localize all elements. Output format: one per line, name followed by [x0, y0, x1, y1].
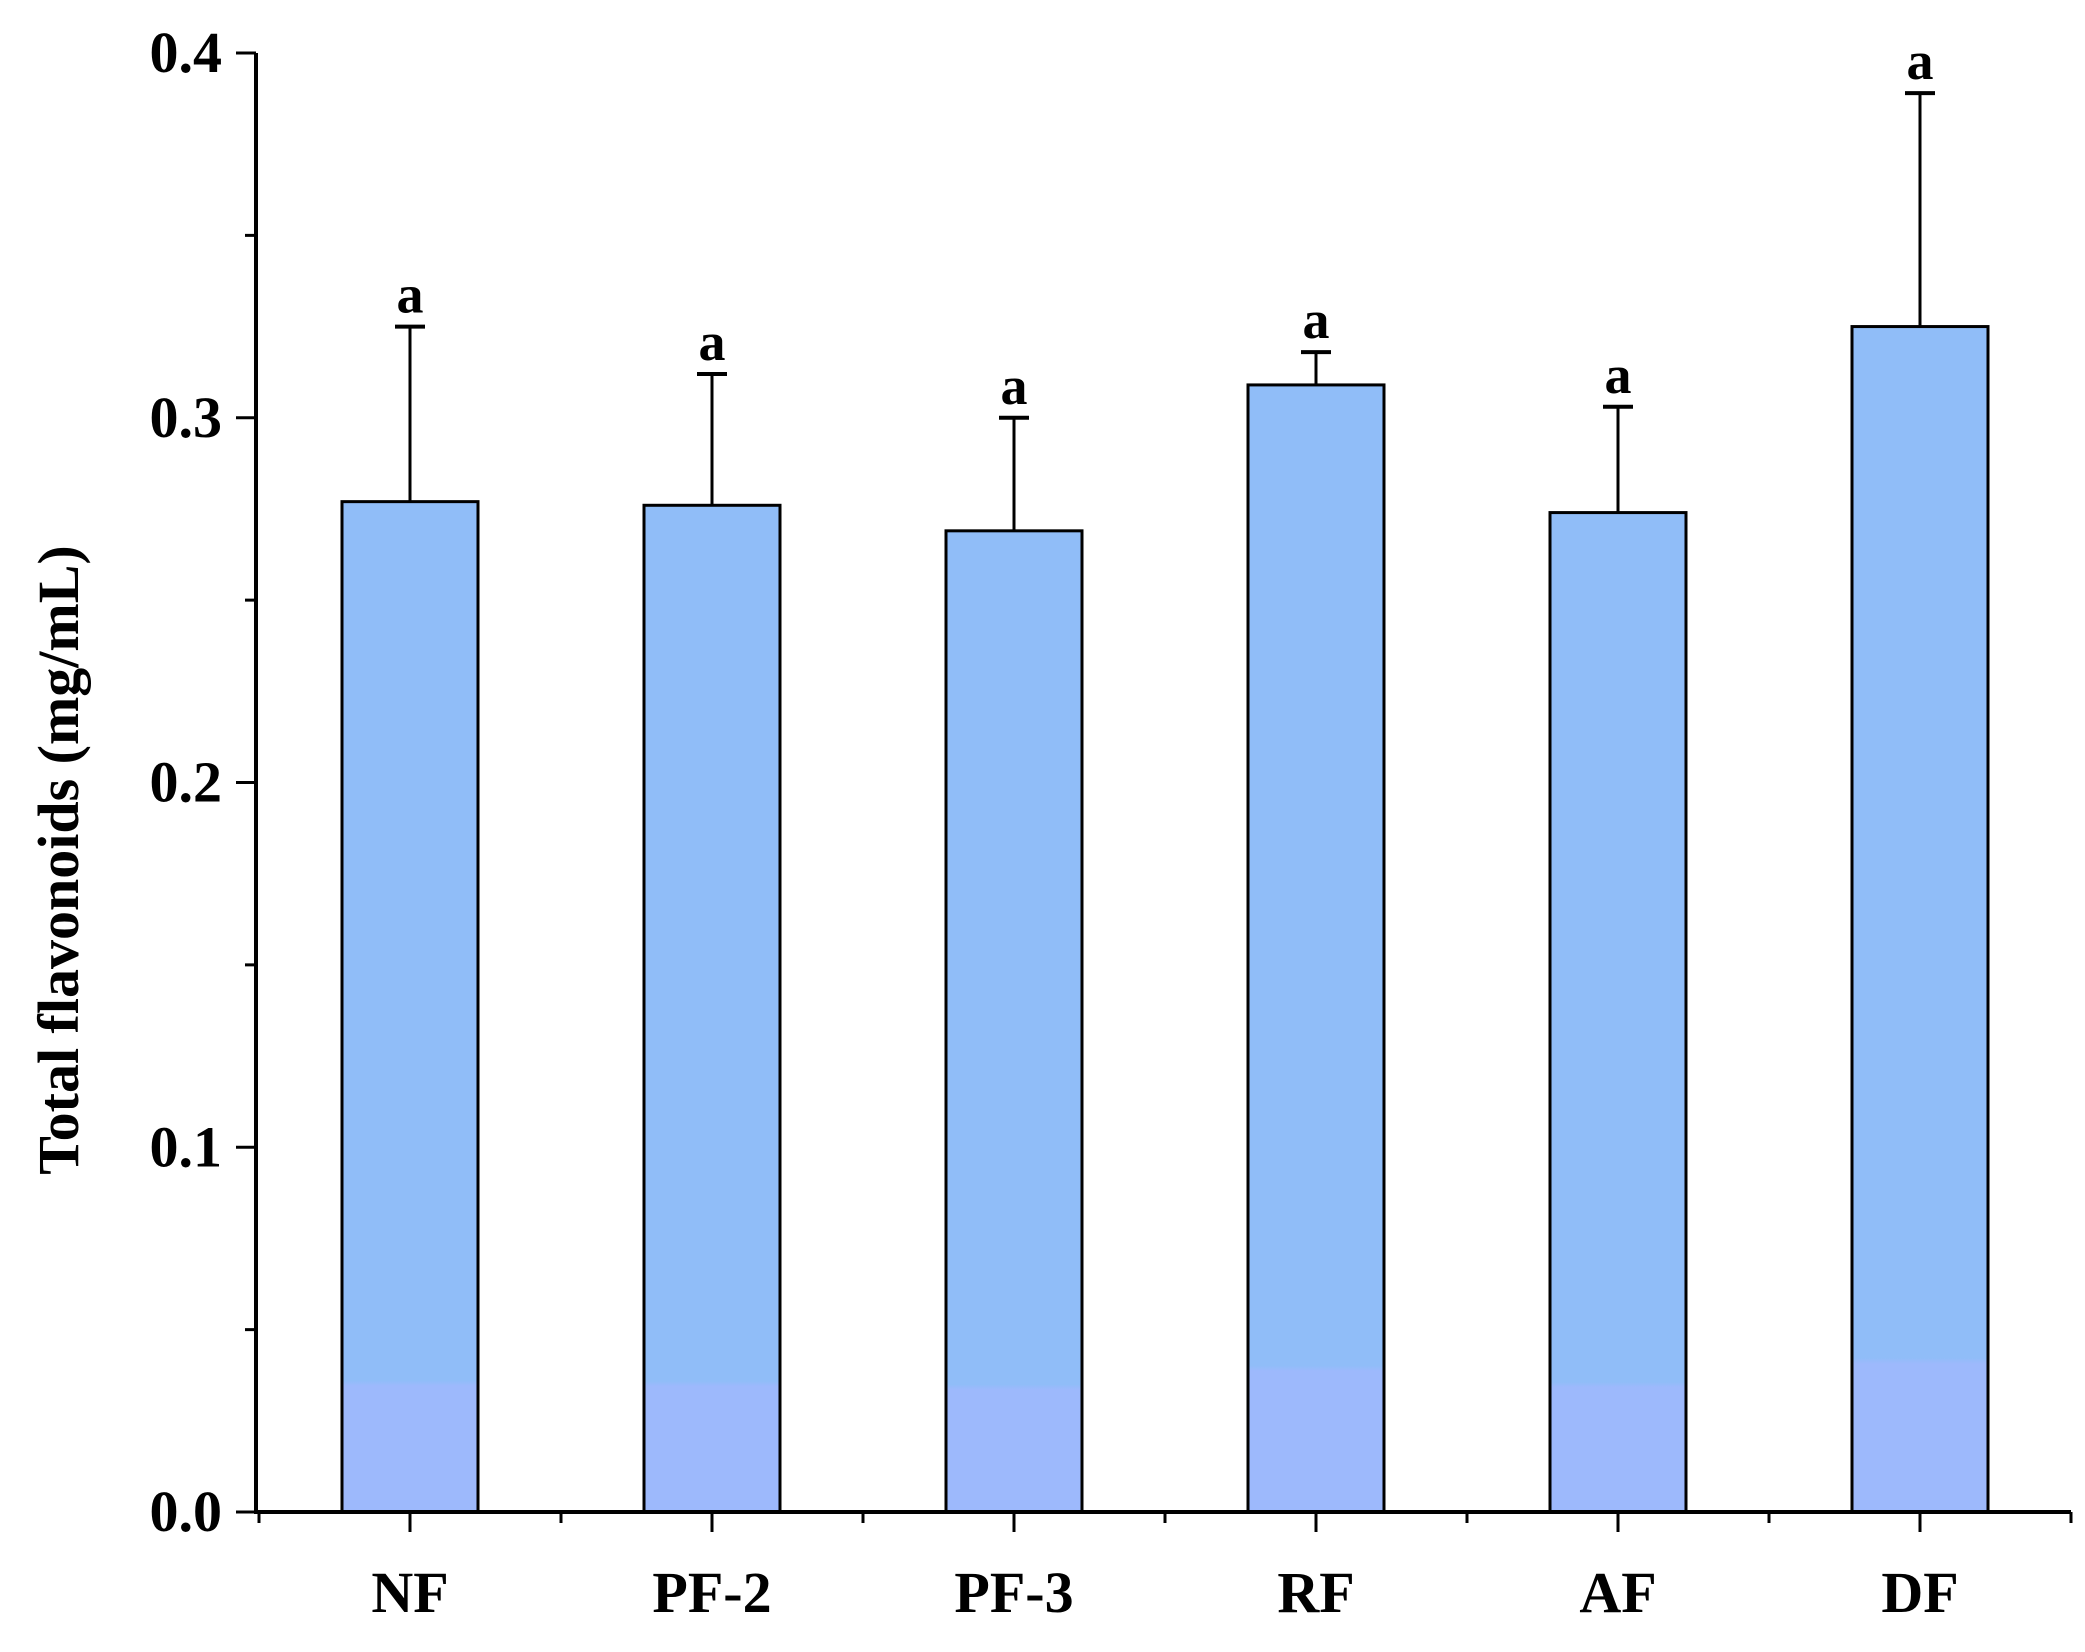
- significance-label-pf-2: a: [699, 312, 726, 372]
- significance-label-pf-3: a: [1001, 356, 1028, 416]
- labels-layer: a NF a PF-2 a PF-3 a RF a AF a DF 0.0 0.1 0.2 0.3 0.4: [150, 20, 1959, 1625]
- bar-pf-3: [944, 529, 1084, 1514]
- y-axis-title: Total flavonoids (mg/mL): [26, 545, 91, 1174]
- ticks-layer: [236, 51, 2073, 1532]
- x-tick-label-af: AF: [1579, 1560, 1656, 1625]
- y-tick-label: 0.0: [150, 1479, 223, 1544]
- bar-nf: [340, 500, 480, 1514]
- bar-df: [1850, 325, 1990, 1514]
- significance-label-nf: a: [397, 265, 424, 325]
- significance-label-rf: a: [1303, 290, 1330, 350]
- significance-label-af: a: [1605, 345, 1632, 405]
- y-tick-label: 0.2: [150, 750, 223, 815]
- bar-pf-2: [642, 503, 782, 1514]
- axes-layer: [254, 53, 2071, 1514]
- x-tick-label-rf: RF: [1277, 1560, 1354, 1625]
- bars-layer: [340, 325, 1990, 1514]
- y-tick-label: 0.4: [150, 20, 223, 85]
- bar-af: [1548, 511, 1688, 1514]
- significance-label-df: a: [1907, 31, 1934, 91]
- x-tick-label-nf: NF: [371, 1560, 448, 1625]
- x-tick-label-pf-2: PF-2: [652, 1560, 771, 1625]
- bar-rf: [1246, 383, 1386, 1514]
- x-tick-label-pf-3: PF-3: [954, 1560, 1073, 1625]
- x-tick-label-df: DF: [1881, 1560, 1958, 1625]
- y-tick-label: 0.3: [150, 385, 223, 450]
- error-bars-layer: [395, 91, 1935, 531]
- y-tick-label: 0.1: [150, 1114, 223, 1179]
